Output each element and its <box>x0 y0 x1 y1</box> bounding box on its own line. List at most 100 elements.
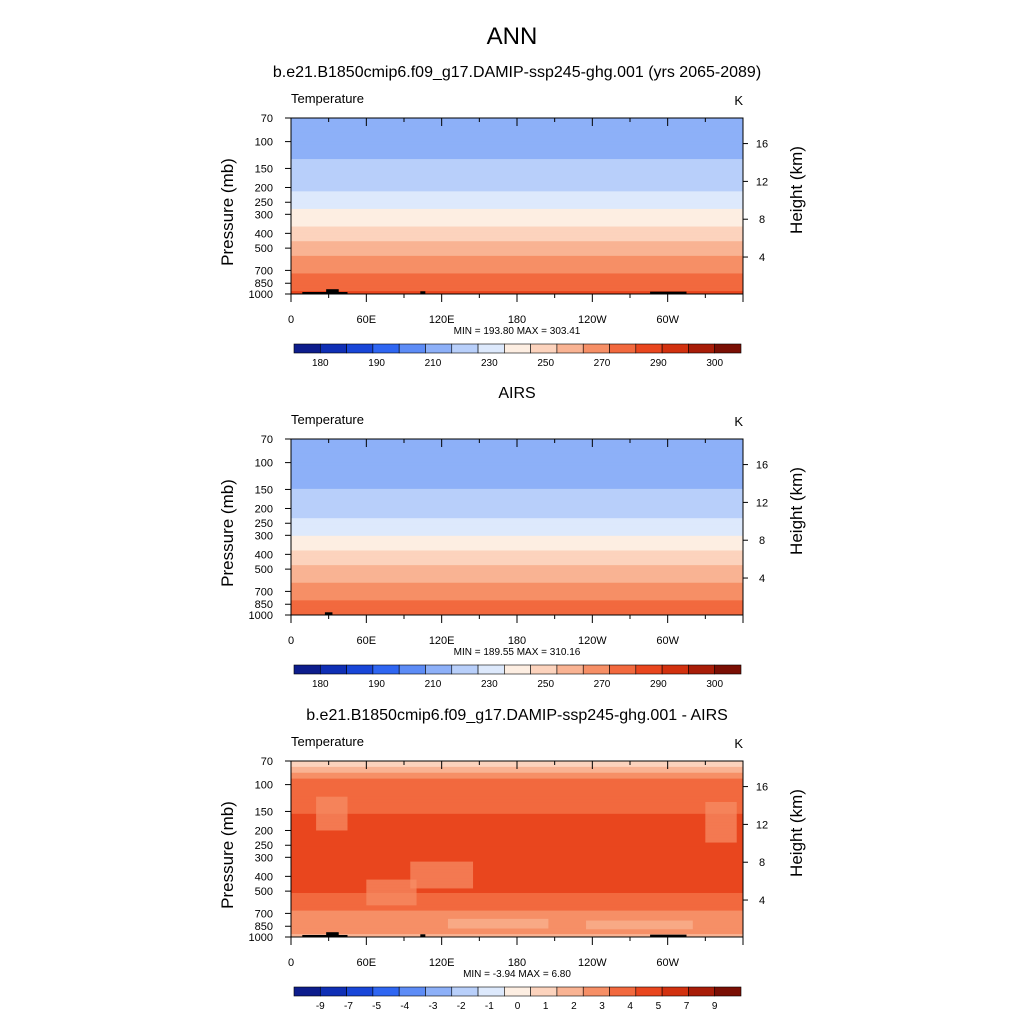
field-band <box>291 500 743 505</box>
colorbar-swatch <box>556 664 584 675</box>
field-band <box>291 538 743 543</box>
x-tick-label: 60W <box>656 314 679 326</box>
field-band <box>291 162 743 166</box>
field <box>291 439 743 615</box>
colorbar-swatch <box>635 664 663 675</box>
colorbar-label: 190 <box>368 679 385 690</box>
x-tick-label: 120E <box>429 957 455 969</box>
units-label: K <box>734 414 743 429</box>
terrain <box>326 932 339 937</box>
field-band <box>291 261 743 266</box>
field-band <box>291 810 743 815</box>
field-band <box>291 775 743 780</box>
colorbar-swatch <box>635 343 663 354</box>
field-band <box>291 565 743 569</box>
colorbar-label: 290 <box>650 358 667 369</box>
field-band <box>291 214 743 219</box>
terrain <box>420 934 426 937</box>
panel-1: b.e21.B1850cmip6.f09_g17.DAMIP-ssp245-gh… <box>218 64 806 369</box>
colorbar-swatch <box>293 664 321 675</box>
colorbar-label: -3 <box>429 1001 438 1012</box>
y2-tick-label: 16 <box>756 139 768 151</box>
y2-axis-label: Height (km) <box>787 467 806 555</box>
x-tick-label: 0 <box>288 635 294 647</box>
field-band <box>291 796 743 800</box>
colorbar-swatch <box>451 664 479 675</box>
colorbar-swatch <box>398 664 426 675</box>
min-max-stats: MIN = 193.80 MAX = 303.41 <box>454 326 581 337</box>
colorbar-swatch <box>609 664 637 675</box>
colorbar-swatch <box>451 986 479 997</box>
field-band <box>291 518 743 522</box>
field-band <box>291 220 743 225</box>
field-band <box>291 807 743 812</box>
field-band <box>291 869 743 874</box>
field-band <box>291 135 743 140</box>
field-band <box>291 576 743 581</box>
colorbar-swatch <box>582 986 610 997</box>
field-band <box>291 252 743 257</box>
field-band <box>291 494 743 499</box>
y2-tick-label: 8 <box>759 214 765 226</box>
field-band <box>291 459 743 464</box>
field-band <box>291 600 743 604</box>
variable-label: Temperature <box>291 734 364 749</box>
x-tick-label: 120W <box>578 957 607 969</box>
field-band <box>291 907 743 912</box>
x-tick-label: 180 <box>508 957 526 969</box>
colorbar-swatch <box>425 986 453 997</box>
field-band <box>291 875 743 879</box>
field-band <box>291 170 743 175</box>
colorbar-swatch <box>372 343 400 354</box>
units-label: K <box>734 736 743 751</box>
field-band <box>291 822 743 827</box>
field-band <box>291 898 743 903</box>
min-max-stats: MIN = 189.55 MAX = 310.16 <box>454 647 581 658</box>
y2-tick-label: 12 <box>756 819 768 831</box>
colorbar-label: 230 <box>481 358 498 369</box>
field-band <box>291 819 743 824</box>
field-band <box>291 544 743 549</box>
field-band <box>291 282 743 286</box>
x-tick-label: 60W <box>656 635 679 647</box>
field-band <box>291 141 743 145</box>
colorbar-label: 210 <box>425 358 442 369</box>
field-band <box>291 597 743 601</box>
field-band <box>291 164 743 169</box>
field-band <box>291 524 743 528</box>
colorbar-label: 1 <box>543 1001 549 1012</box>
field-anomaly <box>586 920 693 930</box>
x-tick-label: 60W <box>656 957 679 969</box>
colorbar-swatch <box>477 343 505 354</box>
field-band <box>291 474 743 478</box>
field-band <box>291 468 743 472</box>
field-band <box>291 881 743 885</box>
y-tick-label: 70 <box>261 756 273 768</box>
field-band <box>291 895 743 900</box>
field-anomaly <box>410 861 474 889</box>
field-band <box>291 772 743 777</box>
field-band <box>291 934 743 937</box>
field-band <box>291 559 743 563</box>
y-tick-label: 400 <box>255 549 273 561</box>
colorbar-swatch <box>556 986 584 997</box>
field-band <box>291 273 743 277</box>
field-band <box>291 532 743 537</box>
x-tick-label: 0 <box>288 314 294 326</box>
y2-tick-label: 4 <box>759 252 765 264</box>
colorbar-label: -2 <box>457 1001 466 1012</box>
colorbar-label: 250 <box>537 358 554 369</box>
field-band <box>291 267 743 272</box>
colorbar-swatch <box>398 986 426 997</box>
field-band <box>291 863 743 868</box>
colorbar-swatch <box>714 343 742 354</box>
colorbar-label: 210 <box>425 679 442 690</box>
field-band <box>291 173 743 178</box>
y-tick-label: 300 <box>255 209 273 221</box>
field-band <box>291 188 743 192</box>
colorbar-swatch <box>372 664 400 675</box>
field-band <box>291 840 743 844</box>
field-band <box>291 787 743 791</box>
colorbar-label: 180 <box>312 679 329 690</box>
field-band <box>291 778 743 783</box>
